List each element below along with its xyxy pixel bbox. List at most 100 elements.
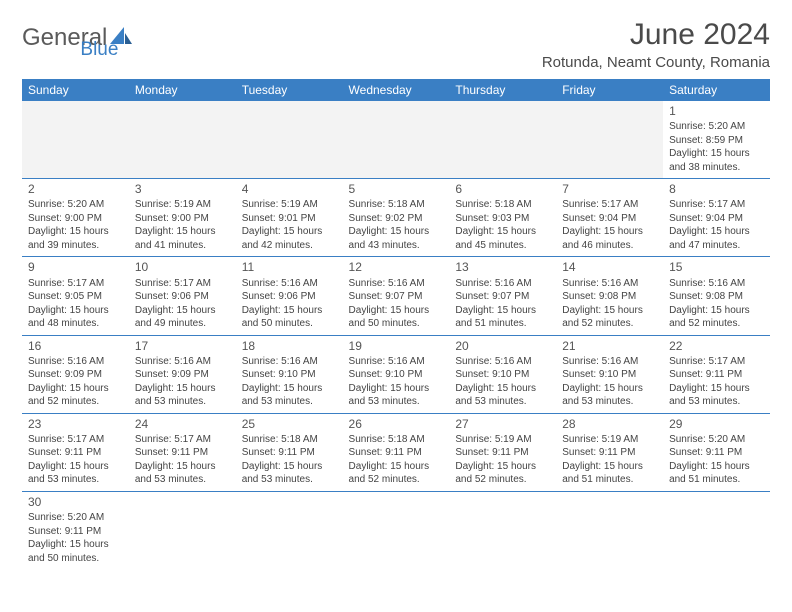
calendar-cell: 30Sunrise: 5:20 AMSunset: 9:11 PMDayligh… <box>22 491 129 569</box>
page-header: General Blue June 2024 Rotunda, Neamt Co… <box>22 18 770 71</box>
sunset-line: Sunset: 9:10 PM <box>242 368 337 382</box>
sunset-line: Sunset: 9:03 PM <box>455 212 550 226</box>
calendar-cell: 18Sunrise: 5:16 AMSunset: 9:10 PMDayligh… <box>236 335 343 413</box>
calendar-cell: 28Sunrise: 5:19 AMSunset: 9:11 PMDayligh… <box>556 413 663 491</box>
calendar-cell: 14Sunrise: 5:16 AMSunset: 9:08 PMDayligh… <box>556 257 663 335</box>
calendar-cell <box>449 101 556 179</box>
sunrise-line: Sunrise: 5:17 AM <box>135 433 230 447</box>
sunrise-line: Sunrise: 5:20 AM <box>28 198 123 212</box>
daylight-line: Daylight: 15 hours and 52 minutes. <box>669 304 764 331</box>
calendar-cell: 26Sunrise: 5:18 AMSunset: 9:11 PMDayligh… <box>343 413 450 491</box>
calendar-cell: 4Sunrise: 5:19 AMSunset: 9:01 PMDaylight… <box>236 179 343 257</box>
day-number: 11 <box>242 259 337 275</box>
day-number: 12 <box>349 259 444 275</box>
day-number: 23 <box>28 416 123 432</box>
sunrise-line: Sunrise: 5:17 AM <box>28 277 123 291</box>
calendar-cell <box>236 101 343 179</box>
sunrise-line: Sunrise: 5:16 AM <box>562 355 657 369</box>
day-number: 29 <box>669 416 764 432</box>
title-block: June 2024 Rotunda, Neamt County, Romania <box>542 18 770 71</box>
day-number: 9 <box>28 259 123 275</box>
daylight-line: Daylight: 15 hours and 53 minutes. <box>669 382 764 409</box>
calendar-cell <box>556 101 663 179</box>
sunset-line: Sunset: 9:11 PM <box>135 446 230 460</box>
sunset-line: Sunset: 9:11 PM <box>28 446 123 460</box>
day-number: 13 <box>455 259 550 275</box>
sunrise-line: Sunrise: 5:16 AM <box>669 277 764 291</box>
sunset-line: Sunset: 9:11 PM <box>669 446 764 460</box>
day-number: 21 <box>562 338 657 354</box>
sunset-line: Sunset: 9:07 PM <box>455 290 550 304</box>
calendar-cell: 20Sunrise: 5:16 AMSunset: 9:10 PMDayligh… <box>449 335 556 413</box>
calendar-cell <box>343 491 450 569</box>
daylight-line: Daylight: 15 hours and 39 minutes. <box>28 225 123 252</box>
calendar-cell: 8Sunrise: 5:17 AMSunset: 9:04 PMDaylight… <box>663 179 770 257</box>
calendar-grid: SundayMondayTuesdayWednesdayThursdayFrid… <box>22 79 770 569</box>
daylight-line: Daylight: 15 hours and 38 minutes. <box>669 147 764 174</box>
daylight-line: Daylight: 15 hours and 51 minutes. <box>455 304 550 331</box>
day-number: 28 <box>562 416 657 432</box>
brand-logo: General Blue <box>22 18 172 52</box>
sunset-line: Sunset: 9:06 PM <box>242 290 337 304</box>
weekday-header: Friday <box>556 79 663 101</box>
daylight-line: Daylight: 15 hours and 51 minutes. <box>669 460 764 487</box>
sunrise-line: Sunrise: 5:18 AM <box>349 198 444 212</box>
daylight-line: Daylight: 15 hours and 49 minutes. <box>135 304 230 331</box>
daylight-line: Daylight: 15 hours and 51 minutes. <box>562 460 657 487</box>
daylight-line: Daylight: 15 hours and 50 minutes. <box>242 304 337 331</box>
daylight-line: Daylight: 15 hours and 45 minutes. <box>455 225 550 252</box>
sunset-line: Sunset: 9:06 PM <box>135 290 230 304</box>
day-number: 22 <box>669 338 764 354</box>
weekday-header: Sunday <box>22 79 129 101</box>
calendar-cell <box>129 491 236 569</box>
sunset-line: Sunset: 9:00 PM <box>28 212 123 226</box>
daylight-line: Daylight: 15 hours and 52 minutes. <box>455 460 550 487</box>
sunrise-line: Sunrise: 5:20 AM <box>669 433 764 447</box>
day-number: 8 <box>669 181 764 197</box>
daylight-line: Daylight: 15 hours and 47 minutes. <box>669 225 764 252</box>
sunrise-line: Sunrise: 5:17 AM <box>669 355 764 369</box>
sunset-line: Sunset: 9:10 PM <box>349 368 444 382</box>
sunset-line: Sunset: 9:10 PM <box>562 368 657 382</box>
calendar-cell: 11Sunrise: 5:16 AMSunset: 9:06 PMDayligh… <box>236 257 343 335</box>
calendar-cell <box>22 101 129 179</box>
sunset-line: Sunset: 8:59 PM <box>669 134 764 148</box>
calendar-cell: 6Sunrise: 5:18 AMSunset: 9:03 PMDaylight… <box>449 179 556 257</box>
calendar-header-row: SundayMondayTuesdayWednesdayThursdayFrid… <box>22 79 770 101</box>
sunset-line: Sunset: 9:11 PM <box>242 446 337 460</box>
sunrise-line: Sunrise: 5:16 AM <box>135 355 230 369</box>
daylight-line: Daylight: 15 hours and 53 minutes. <box>135 460 230 487</box>
sunset-line: Sunset: 9:11 PM <box>562 446 657 460</box>
sunrise-line: Sunrise: 5:17 AM <box>669 198 764 212</box>
calendar-cell: 29Sunrise: 5:20 AMSunset: 9:11 PMDayligh… <box>663 413 770 491</box>
calendar-cell: 3Sunrise: 5:19 AMSunset: 9:00 PMDaylight… <box>129 179 236 257</box>
calendar-cell: 25Sunrise: 5:18 AMSunset: 9:11 PMDayligh… <box>236 413 343 491</box>
sunset-line: Sunset: 9:11 PM <box>28 525 123 539</box>
daylight-line: Daylight: 15 hours and 53 minutes. <box>349 382 444 409</box>
calendar-cell: 15Sunrise: 5:16 AMSunset: 9:08 PMDayligh… <box>663 257 770 335</box>
daylight-line: Daylight: 15 hours and 53 minutes. <box>135 382 230 409</box>
day-number: 16 <box>28 338 123 354</box>
day-number: 17 <box>135 338 230 354</box>
calendar-cell: 2Sunrise: 5:20 AMSunset: 9:00 PMDaylight… <box>22 179 129 257</box>
calendar-cell <box>449 491 556 569</box>
day-number: 26 <box>349 416 444 432</box>
daylight-line: Daylight: 15 hours and 50 minutes. <box>349 304 444 331</box>
daylight-line: Daylight: 15 hours and 52 minutes. <box>349 460 444 487</box>
day-number: 2 <box>28 181 123 197</box>
brand-part2: Blue <box>80 39 118 61</box>
sunrise-line: Sunrise: 5:19 AM <box>455 433 550 447</box>
sunrise-line: Sunrise: 5:18 AM <box>242 433 337 447</box>
daylight-line: Daylight: 15 hours and 41 minutes. <box>135 225 230 252</box>
sunrise-line: Sunrise: 5:19 AM <box>135 198 230 212</box>
calendar-cell: 7Sunrise: 5:17 AMSunset: 9:04 PMDaylight… <box>556 179 663 257</box>
sunset-line: Sunset: 9:04 PM <box>669 212 764 226</box>
weekday-header: Monday <box>129 79 236 101</box>
sunrise-line: Sunrise: 5:16 AM <box>455 355 550 369</box>
day-number: 7 <box>562 181 657 197</box>
calendar-cell: 23Sunrise: 5:17 AMSunset: 9:11 PMDayligh… <box>22 413 129 491</box>
sunset-line: Sunset: 9:11 PM <box>455 446 550 460</box>
calendar-cell: 12Sunrise: 5:16 AMSunset: 9:07 PMDayligh… <box>343 257 450 335</box>
sunrise-line: Sunrise: 5:17 AM <box>562 198 657 212</box>
sunset-line: Sunset: 9:10 PM <box>455 368 550 382</box>
